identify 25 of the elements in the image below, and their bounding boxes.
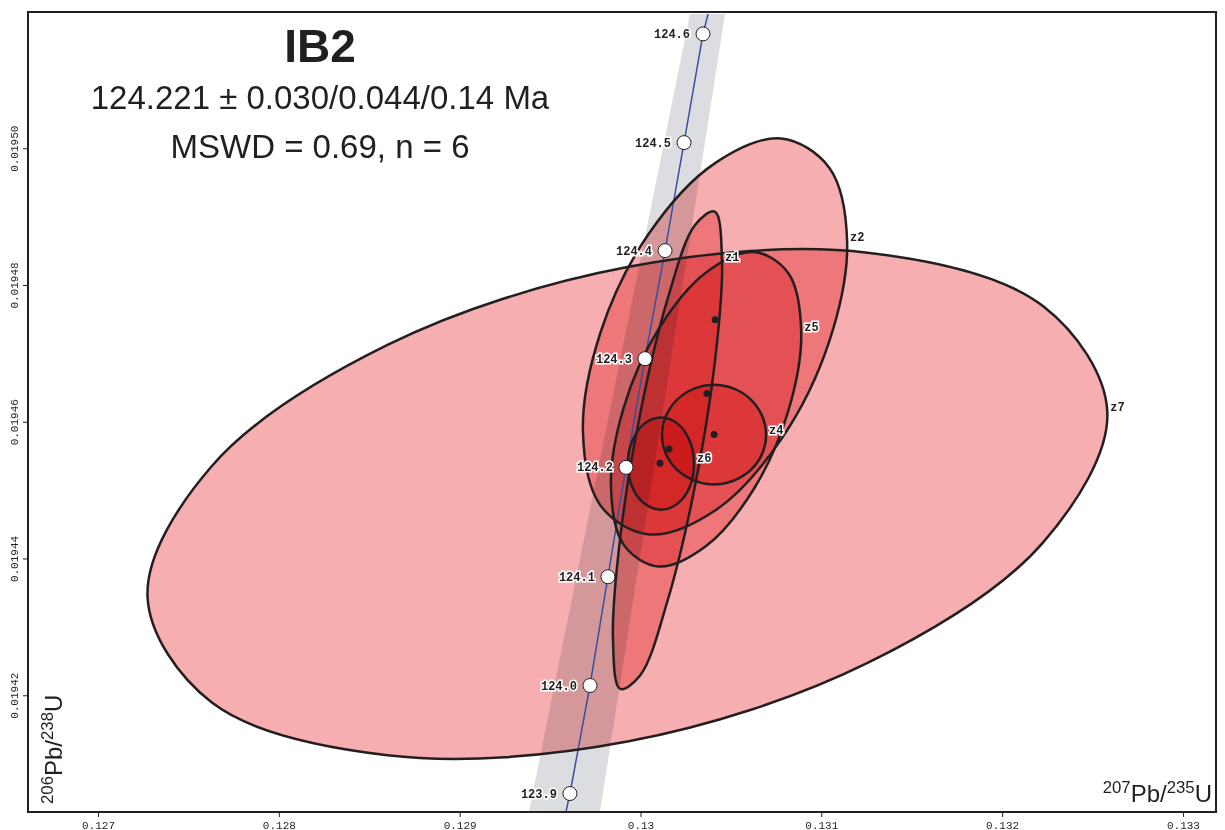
text: 124.221 ± 0.030/0.044/0.14 Ma [90,79,550,116]
annotation: 124.6 [653,27,691,42]
x-tick-label: 0.129 [443,820,477,830]
y-tick-label: 0.01942 [9,672,21,719]
annotation: MSWD = 0.69, n = 6 [170,128,470,165]
x-tick-label: 0.128 [262,820,296,830]
series-label: z7 [1110,401,1125,415]
x-tick-label: 0.131 [805,820,839,830]
series-label: z5 [804,321,819,335]
x-tick-label: 0.132 [986,820,1020,830]
annotation: 124.5 [635,136,672,151]
y-tick-label: 0.01950 [9,125,21,172]
chart-title: IB2 [284,20,356,72]
y-tick-label: 0.01946 [9,399,21,446]
annotation: 124.3 [595,352,632,367]
x-tick-label: 0.13 [627,820,655,830]
x-tick-label: 0.127 [82,820,116,830]
annotation: 124.0 [540,679,577,694]
annotation: 123.9 [520,787,557,802]
x-axis-title: $^{207}$Pb/$^{235}$U [1102,777,1212,807]
series-label: z2 [850,230,865,245]
x-tick-label: 0.133 [1166,820,1200,830]
y-tick-label: 0.01948 [9,262,21,309]
annotation: 124.1 [558,570,595,585]
y-tick-label: 0.01944 [9,535,21,583]
